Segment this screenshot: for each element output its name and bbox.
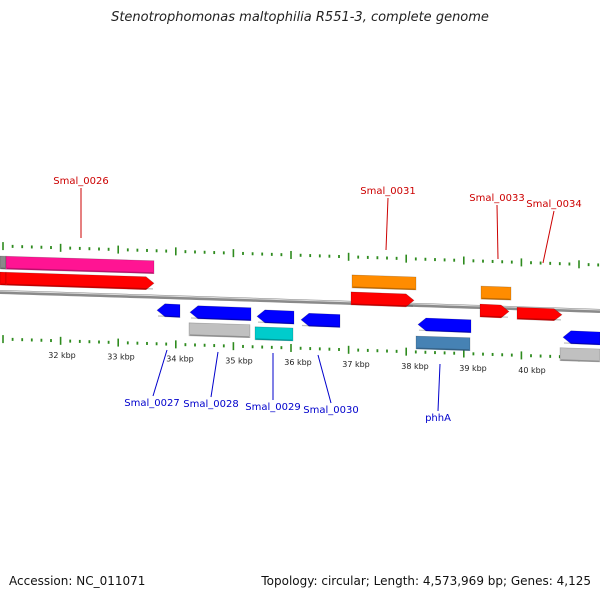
feature-orange-1 — [351, 274, 417, 291]
feature-grey-edge-shade — [560, 359, 600, 362]
scale-label: 35 kbp — [225, 356, 253, 365]
feature-smal-0028-shade — [190, 317, 251, 321]
gene-label-top: Smal_0026 — [53, 176, 108, 187]
feature-orange-1-shade — [352, 286, 416, 290]
scale-label: 36 kbp — [284, 358, 312, 367]
gene-label-bottom: Smal_0029 — [245, 402, 300, 413]
feature-phha-shape — [417, 317, 472, 334]
scale-label: 40 kbp — [518, 366, 546, 375]
feature-red-stub-shape — [0, 271, 7, 286]
feature-grey-1-shape — [188, 322, 251, 339]
leader-line-top — [385, 197, 389, 251]
feature-smal-0028 — [189, 305, 252, 322]
feature-smal-0033 — [479, 303, 510, 319]
leader-line-top — [496, 204, 499, 260]
scale-label: 34 kbp — [166, 355, 194, 364]
feature-smal-0033-shade — [480, 315, 509, 318]
feature-smal-0030 — [300, 312, 341, 328]
feature-pink-shade — [6, 267, 154, 274]
feature-smal-0027-shade — [157, 315, 180, 318]
gene-label-top: Smal_0034 — [526, 199, 581, 210]
gene-label-bottom: Smal_0027 — [124, 398, 179, 409]
feature-orange-2-shade — [481, 297, 511, 300]
feature-smal-0034 — [516, 306, 563, 322]
gene-label-top: Smal_0033 — [469, 193, 524, 204]
gene-label-bottom: Smal_0030 — [303, 405, 358, 416]
feature-orange-1-shape — [351, 274, 417, 291]
feature-pink-shape — [5, 255, 155, 275]
feature-phha-shade — [418, 329, 471, 333]
scale-label: 39 kbp — [459, 364, 487, 373]
feature-smal-0031-shape — [350, 291, 415, 308]
feature-smal-0034-shade — [517, 317, 562, 321]
feature-smal-0026-shape — [5, 271, 155, 291]
feature-smal-0030-shape — [300, 312, 341, 328]
feature-blue-edge — [562, 330, 600, 346]
feature-grey-edge-shape — [559, 347, 600, 363]
feature-smal-0029 — [256, 309, 295, 325]
feature-steelblue-shape — [415, 335, 471, 352]
scale-label: 33 kbp — [107, 353, 135, 362]
feature-smal-0026-shade — [6, 283, 154, 290]
feature-steelblue — [415, 335, 471, 352]
feature-orange-2-shape — [480, 285, 512, 301]
feature-smal-0030-shade — [301, 324, 340, 328]
scale-label: 38 kbp — [401, 362, 429, 371]
feature-smal-0034-shape — [516, 306, 563, 322]
gene-label-bottom: phhA — [425, 413, 451, 424]
leader-line-bottom — [152, 349, 168, 397]
feature-smal-0029-shade — [257, 321, 294, 324]
feature-grey-stub-shape — [0, 255, 7, 270]
gene-label-bottom: Smal_0028 — [183, 399, 238, 410]
feature-smal-0028-shape — [189, 305, 252, 322]
feature-pink — [5, 255, 155, 275]
feature-smal-0031 — [350, 291, 415, 308]
leader-line-bottom — [317, 354, 332, 404]
feature-grey-stub — [0, 255, 7, 270]
feature-smal-0033-shape — [479, 303, 510, 319]
feature-blue-edge-shape — [562, 330, 600, 346]
feature-grey-1-shade — [189, 334, 250, 338]
gene-label-top: Smal_0031 — [360, 186, 415, 197]
genome-summary: Topology: circular; Length: 4,573,969 bp… — [261, 574, 591, 588]
leader-line-bottom — [210, 351, 219, 398]
feature-phha — [417, 317, 472, 334]
feature-cyan-shape — [254, 326, 294, 342]
tick-marks — [2, 242, 600, 362]
feature-cyan-shade — [255, 338, 293, 341]
feature-orange-2 — [480, 285, 512, 301]
feature-smal-0029-shape — [256, 309, 295, 325]
feature-blue-edge-shade — [563, 342, 600, 345]
feature-grey-1 — [188, 322, 251, 339]
labels: 32 kbp 33 kbp 34 kbp 35 kbp 36 kbp 37 kbp 38 k… — [48, 176, 581, 424]
feature-smal-0027-shape — [156, 303, 181, 318]
feature-steelblue-shade — [416, 347, 470, 351]
feature-grey-edge — [559, 347, 600, 363]
map-title: Stenotrophomonas maltophilia R551-3, com… — [111, 10, 489, 25]
scale-label: 32 kbp — [48, 351, 76, 360]
leader-line-bottom — [437, 363, 441, 412]
scale-label: 37 kbp — [342, 360, 370, 369]
feature-red-stub — [0, 271, 7, 286]
feature-cyan — [254, 326, 294, 342]
feature-smal-0027 — [156, 303, 181, 318]
accession-label: Accession: NC_011071 — [9, 574, 146, 588]
feature-smal-0026 — [5, 271, 155, 291]
leader-line-top — [542, 210, 555, 264]
feature-smal-0031-shade — [351, 303, 414, 307]
gene-features — [0, 255, 600, 363]
